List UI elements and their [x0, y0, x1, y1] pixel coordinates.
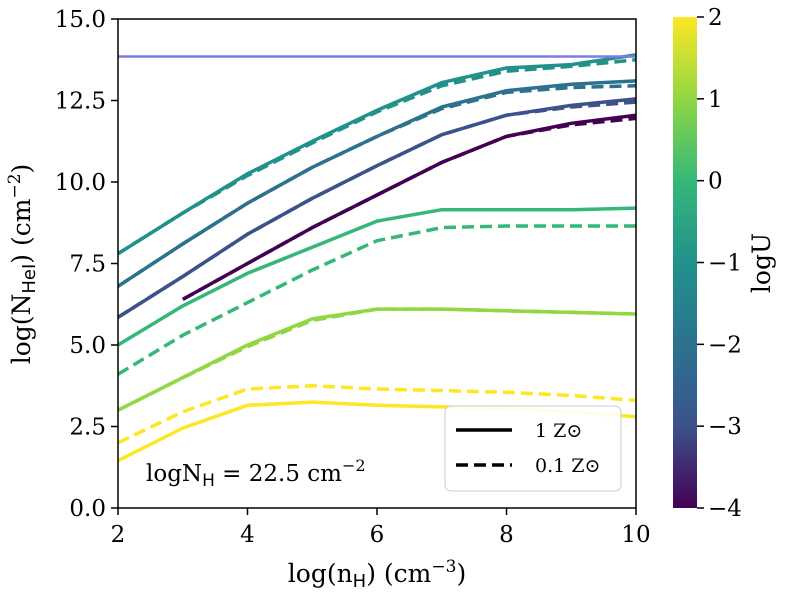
legend-label-1-zsun: 1 Z⊙ [535, 420, 582, 442]
y-tick-label: 2.5 [69, 415, 106, 441]
x-axis: 2 4 6 8 10 [111, 508, 651, 548]
series-line-9 [118, 224, 636, 376]
colorbar-label: logU [747, 233, 776, 293]
nh-annotation: logNH = 22.5 cm−2 [146, 456, 366, 491]
x-tick-label: 2 [111, 522, 126, 548]
y-tick-label: 12.5 [55, 89, 106, 115]
y-tick-label: 15.0 [55, 7, 106, 33]
y-tick-label: 10.0 [55, 170, 106, 196]
y-axis: 0.0 2.5 5.0 7.5 10.0 12.5 15.0 [55, 7, 118, 522]
colorbar-tick-label: −4 [708, 496, 742, 522]
series-line-2 [118, 97, 636, 319]
x-tick-label: 8 [499, 522, 514, 548]
x-tick-label: 10 [621, 522, 650, 548]
x-axis-label: log(nH) (cm−3) [288, 557, 466, 592]
colorbar-tick-label: −1 [708, 251, 742, 277]
legend-label-01-zsun: 0.1 Z⊙ [535, 455, 600, 477]
colorbar-tick-label: −2 [708, 332, 742, 358]
colorbar [673, 17, 697, 508]
series-line-7 [118, 58, 636, 256]
legend: 1 Z⊙ 0.1 Z⊙ [444, 405, 622, 492]
x-tick-label: 4 [240, 522, 255, 548]
series-line-5 [118, 84, 636, 288]
series-layer [118, 53, 636, 463]
y-tick-label: 7.5 [69, 252, 106, 278]
series-line-11 [118, 307, 636, 412]
y-axis-label: log(NHeI) (cm−2) [5, 164, 40, 365]
colorbar-tick-label: −3 [708, 414, 742, 440]
colorbar-tick-label: 1 [708, 87, 723, 113]
legend-box [444, 405, 622, 492]
y-tick-label: 5.0 [69, 333, 106, 359]
series-line-1 [181, 116, 636, 301]
colorbar-tick-label: 0 [708, 169, 723, 195]
series-line-8 [118, 206, 636, 347]
series-line-13 [118, 384, 636, 445]
y-tick-label: 0.0 [69, 496, 106, 522]
colorbar-axis: −4 −3 −2 −1 0 1 2 [697, 5, 742, 522]
colorbar-tick-label: 2 [708, 5, 723, 31]
x-tick-label: 6 [370, 522, 385, 548]
